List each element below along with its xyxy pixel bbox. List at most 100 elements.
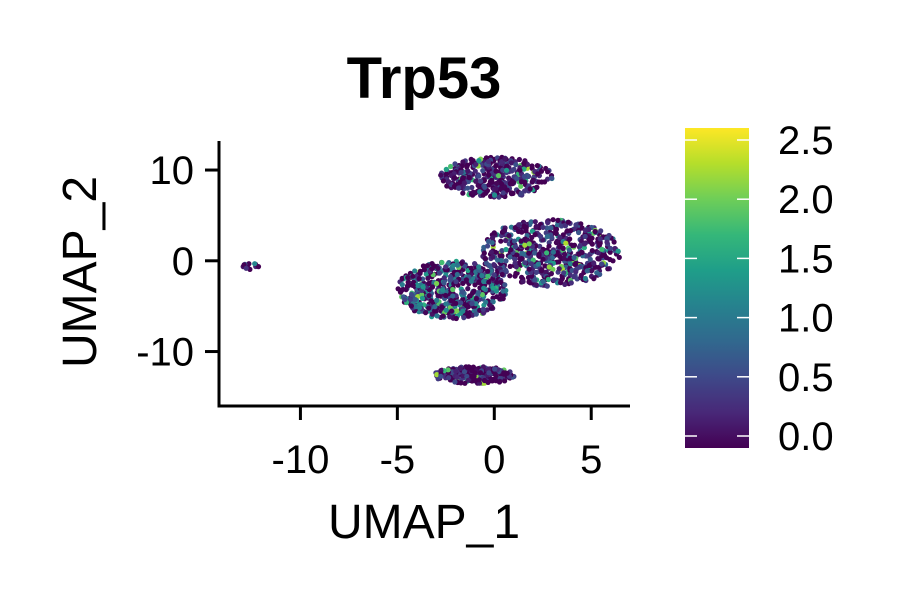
cell-point — [466, 174, 472, 181]
cell-point — [466, 364, 472, 370]
cell-point — [454, 271, 460, 278]
cell-point — [519, 274, 525, 280]
cell-point — [598, 228, 604, 234]
cell-point — [589, 235, 595, 241]
cell-point — [410, 282, 416, 288]
cell-point — [471, 288, 477, 294]
cell-point — [471, 377, 478, 383]
x-tick-label: -10 — [272, 438, 330, 482]
cell-point — [516, 156, 523, 163]
cell-point — [548, 225, 554, 231]
cell-point — [504, 167, 510, 173]
cell-point — [481, 278, 487, 285]
cell-point — [592, 228, 598, 235]
cell-point — [538, 233, 544, 240]
chart-title: Trp53 — [347, 46, 502, 111]
colorbar-tick-label: 2.5 — [778, 119, 834, 163]
cell-point — [469, 367, 475, 374]
cell-point — [519, 255, 525, 262]
cell-point — [591, 276, 597, 282]
cell-point — [438, 373, 444, 379]
cell-point — [473, 296, 479, 302]
cell-point — [433, 308, 439, 314]
cell-point — [481, 250, 487, 256]
cell-point — [581, 245, 588, 251]
cell-point — [578, 249, 584, 255]
cell-point — [492, 366, 498, 372]
cell-point — [542, 263, 548, 269]
cell-point — [480, 364, 486, 370]
cell-point — [410, 273, 416, 279]
cell-point — [596, 256, 602, 262]
cell-point — [568, 280, 574, 286]
cell-point — [460, 190, 466, 196]
cell-point — [507, 263, 513, 269]
cell-point — [480, 310, 487, 316]
cell-point — [460, 175, 466, 181]
cell-point — [439, 259, 445, 266]
cell-point — [521, 173, 528, 180]
cell-point — [503, 258, 509, 264]
cell-point — [472, 168, 478, 174]
cell-point — [563, 240, 569, 246]
cell-point — [434, 313, 440, 319]
cell-point — [412, 268, 418, 274]
cell-point — [611, 239, 617, 245]
cell-point — [508, 224, 514, 230]
cell-point — [556, 266, 562, 272]
cell-point — [443, 264, 449, 270]
cell-point — [493, 163, 499, 169]
cell-point — [459, 289, 465, 295]
cell-point — [534, 184, 540, 190]
cell-point — [509, 181, 515, 187]
cell-point — [465, 377, 471, 383]
cell-point — [423, 310, 429, 316]
cell-point — [499, 181, 505, 187]
cell-point — [473, 161, 479, 167]
cell-point — [594, 270, 600, 276]
cell-point — [532, 250, 538, 256]
cell-point — [461, 315, 467, 321]
y-axis-title: UMAP_2 — [54, 176, 107, 368]
cell-point — [518, 183, 524, 189]
cell-point — [420, 284, 426, 290]
scatter-points — [240, 154, 622, 386]
cell-point — [466, 313, 472, 319]
cell-point — [540, 279, 546, 285]
cell-point — [599, 261, 605, 267]
cell-point — [443, 166, 449, 172]
cell-point — [438, 172, 444, 178]
cell-point — [448, 298, 454, 304]
cell-point — [557, 234, 563, 241]
cell-point — [483, 190, 489, 196]
cell-point — [577, 242, 584, 248]
cell-point — [503, 246, 509, 253]
cell-point — [426, 293, 432, 299]
cell-point — [521, 160, 527, 166]
cell-point — [409, 291, 415, 297]
cell-point — [533, 223, 539, 229]
colorbar-tick-label: 0.5 — [778, 356, 834, 400]
cell-point — [405, 279, 411, 285]
cell-point — [453, 315, 459, 322]
cell-point — [587, 256, 593, 262]
cell-point — [571, 255, 577, 261]
cell-point — [482, 256, 488, 262]
cell-point — [421, 267, 427, 273]
cell-point — [528, 219, 534, 225]
cell-point — [486, 366, 492, 372]
cell-point — [426, 280, 432, 286]
cell-point — [441, 280, 447, 286]
cell-point — [521, 223, 527, 229]
cell-point — [493, 186, 499, 192]
cell-point — [472, 261, 478, 267]
cell-point — [486, 279, 492, 285]
cell-point — [544, 225, 550, 231]
cell-point — [443, 301, 449, 307]
cell-point — [464, 164, 470, 170]
cell-point — [542, 179, 548, 185]
cell-point — [478, 178, 484, 184]
cell-point — [562, 281, 568, 287]
colorbar-gradient — [685, 128, 749, 448]
cell-point — [615, 248, 621, 254]
